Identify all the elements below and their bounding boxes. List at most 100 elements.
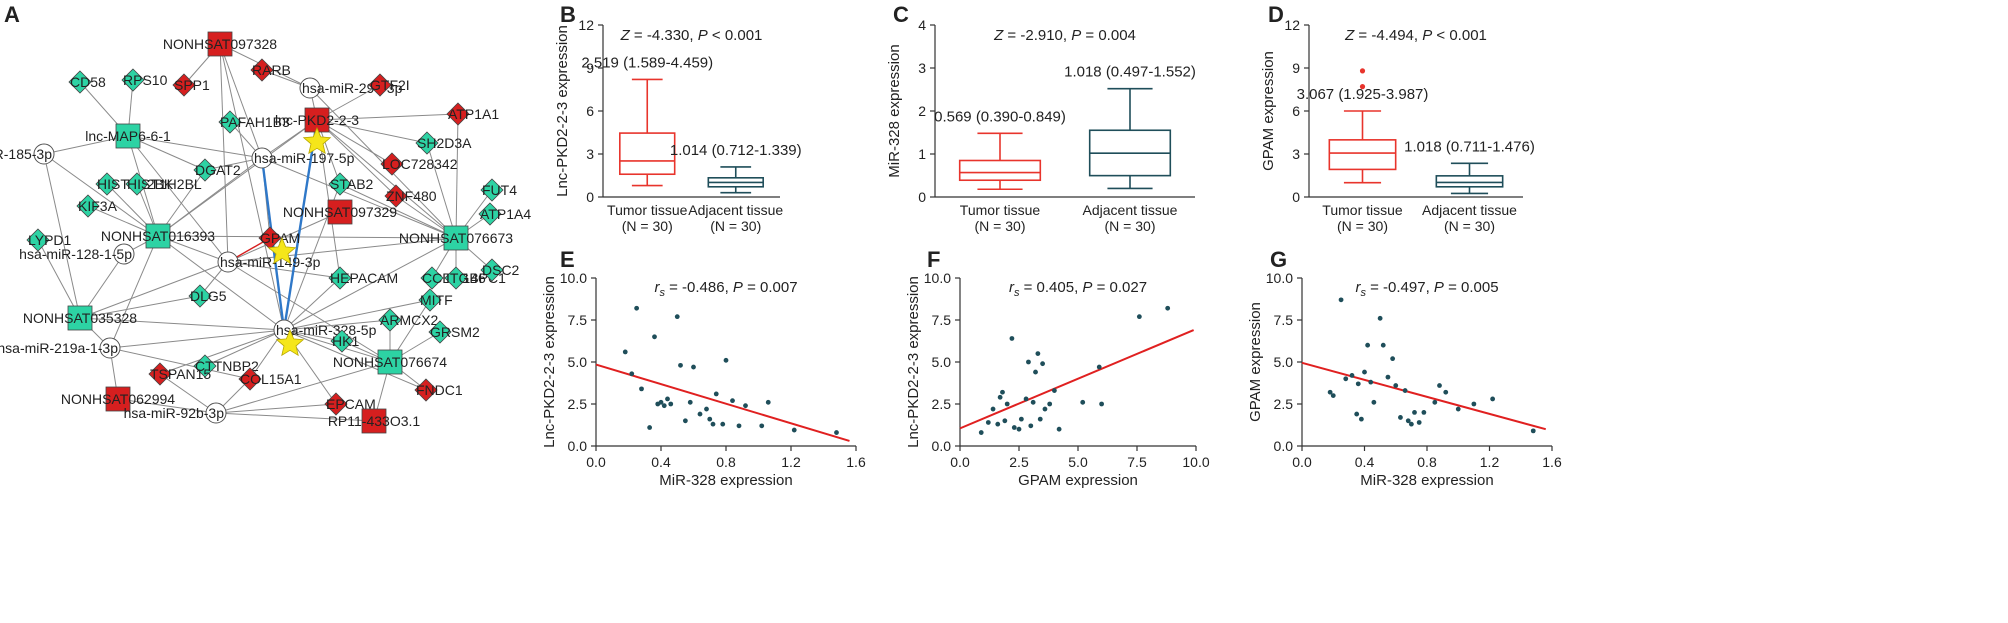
lncrna-square — [377, 349, 403, 375]
mrna-diamond — [328, 266, 352, 290]
box-annotation: 0.569 (0.390-0.849) — [934, 108, 1066, 125]
mrna-diamond — [330, 329, 354, 353]
y-axis-title: MiR-328 expression — [886, 44, 903, 177]
y-tick-label: 10.0 — [924, 270, 951, 286]
network-edge — [109, 347, 251, 380]
scatter-point — [1358, 416, 1364, 422]
network-node-nonhsat062994: NONHSAT062994 — [61, 386, 175, 412]
network-edge — [283, 329, 427, 391]
network-node-spp1: SPP1 — [172, 73, 210, 97]
network-edge — [316, 119, 457, 239]
node-label: hsa-miR-92b-3p — [124, 405, 225, 421]
network-edge — [261, 157, 457, 239]
scatter-point — [1408, 421, 1414, 427]
network-edge — [157, 157, 263, 237]
mrna-diamond — [121, 68, 145, 92]
scatter-point — [743, 403, 748, 409]
x-tick-label: 1.2 — [1480, 454, 1500, 470]
scatter-point — [1035, 351, 1041, 356]
x-category-label: Tumor tissue — [1322, 202, 1403, 218]
node-label: NONHSAT076674 — [333, 354, 447, 370]
scatter-point — [697, 411, 703, 417]
mrna-diamond — [188, 284, 212, 308]
key-node-star-icon — [302, 126, 332, 155]
network-edge — [127, 135, 206, 171]
scatter-point — [687, 399, 693, 405]
y-tick-label: 7.5 — [568, 312, 588, 328]
network-edge — [159, 329, 285, 375]
scatter-point — [678, 362, 683, 368]
node-label: lnc-PKD2-2-3 — [275, 112, 359, 128]
network-edge — [109, 235, 159, 349]
scatter-point — [723, 357, 729, 363]
y-tick-label: 7.5 — [932, 312, 952, 328]
x-tick-label: 1.6 — [1542, 454, 1562, 470]
scatter-point — [629, 371, 635, 377]
scatter-point — [1380, 342, 1386, 348]
node-label: NONHSAT035328 — [23, 310, 137, 326]
mrna-diamond — [420, 266, 444, 290]
scatter-point — [1033, 369, 1038, 375]
network-edge — [157, 235, 457, 239]
network-edge — [455, 113, 459, 239]
scatter-point — [1354, 411, 1360, 417]
network-node-stab2: STAB2 — [328, 172, 374, 196]
node-label: NONHSAT016393 — [101, 228, 215, 244]
mirna-circle — [33, 143, 55, 165]
network-node-hist1h2bl: HIST1H2BL — [125, 172, 202, 196]
stat-annotation: Z = -4.494, P < 0.001 — [1344, 27, 1487, 44]
y-tick-label: 5.0 — [1274, 354, 1294, 370]
network-node-lnc-map6-6-1: lnc-MAP6-6-1 — [85, 123, 171, 149]
panel-letter-e: E — [560, 247, 575, 272]
y-tick-label: 12 — [1284, 17, 1300, 33]
network-edge — [215, 361, 391, 414]
x-tick-label: 1.2 — [781, 454, 801, 470]
scatter-point — [634, 305, 640, 311]
y-tick-label: 3 — [586, 146, 594, 162]
scatter-point — [1040, 361, 1045, 367]
scatter-point — [665, 396, 670, 402]
scatter-point — [622, 349, 628, 355]
network-node-epcam: EPCAM — [324, 392, 376, 416]
x-tick-label: 0.4 — [651, 454, 671, 470]
mrna-diamond — [328, 172, 352, 196]
scatter-point — [1018, 416, 1024, 422]
mrna-diamond — [415, 131, 439, 155]
scatter-point — [1385, 374, 1391, 380]
regression-line — [1301, 361, 1547, 431]
network-node-lypd1: LYPD1 — [26, 228, 72, 252]
node-label: ATP1A4 — [480, 206, 531, 222]
scatter-point — [691, 364, 696, 370]
scatter-point — [658, 399, 664, 405]
node-label: lnc-MAP6-6-1 — [85, 128, 171, 144]
x-category-n: (N = 30) — [710, 218, 761, 234]
node-label: DSC2 — [482, 262, 520, 278]
scatter-point — [1432, 399, 1438, 405]
node-label: HEPACAM — [330, 270, 398, 286]
node-label: RARB — [252, 62, 291, 78]
network-node-znf480: ZNF480 — [384, 184, 437, 208]
mrna-diamond — [378, 308, 402, 332]
scatter-point — [1405, 418, 1411, 424]
scatter-point — [1099, 401, 1104, 407]
x-tick-label: 0.0 — [950, 454, 970, 470]
node-label: CD58 — [70, 74, 106, 90]
scatter-point — [834, 430, 839, 435]
box-iqr — [1435, 175, 1504, 188]
network-node-dgat2: DGAT2 — [193, 158, 241, 182]
box-tumor-tissue: 2.519 (1.589-4.459) Tumor tissue(N = 30) — [581, 54, 713, 234]
node-label: hsa-miR-219a-1-3p — [0, 340, 118, 356]
network-edge — [227, 237, 457, 263]
mrna-diamond — [76, 194, 100, 218]
y-tick-label: 2.5 — [568, 396, 588, 412]
mrna-diamond — [68, 70, 92, 94]
y-tick-label: 2 — [918, 103, 926, 119]
y-tick-label: 2.5 — [1274, 396, 1294, 412]
stat-annotation: rs = 0.405, P = 0.027 — [1009, 279, 1147, 299]
scatter-point — [1490, 396, 1496, 402]
node-label: hsa-miR-128-1-5p — [19, 246, 132, 262]
network-node-hepacam: HEPACAM — [328, 266, 398, 290]
scatter-point — [668, 401, 674, 407]
network-edge — [79, 317, 285, 331]
